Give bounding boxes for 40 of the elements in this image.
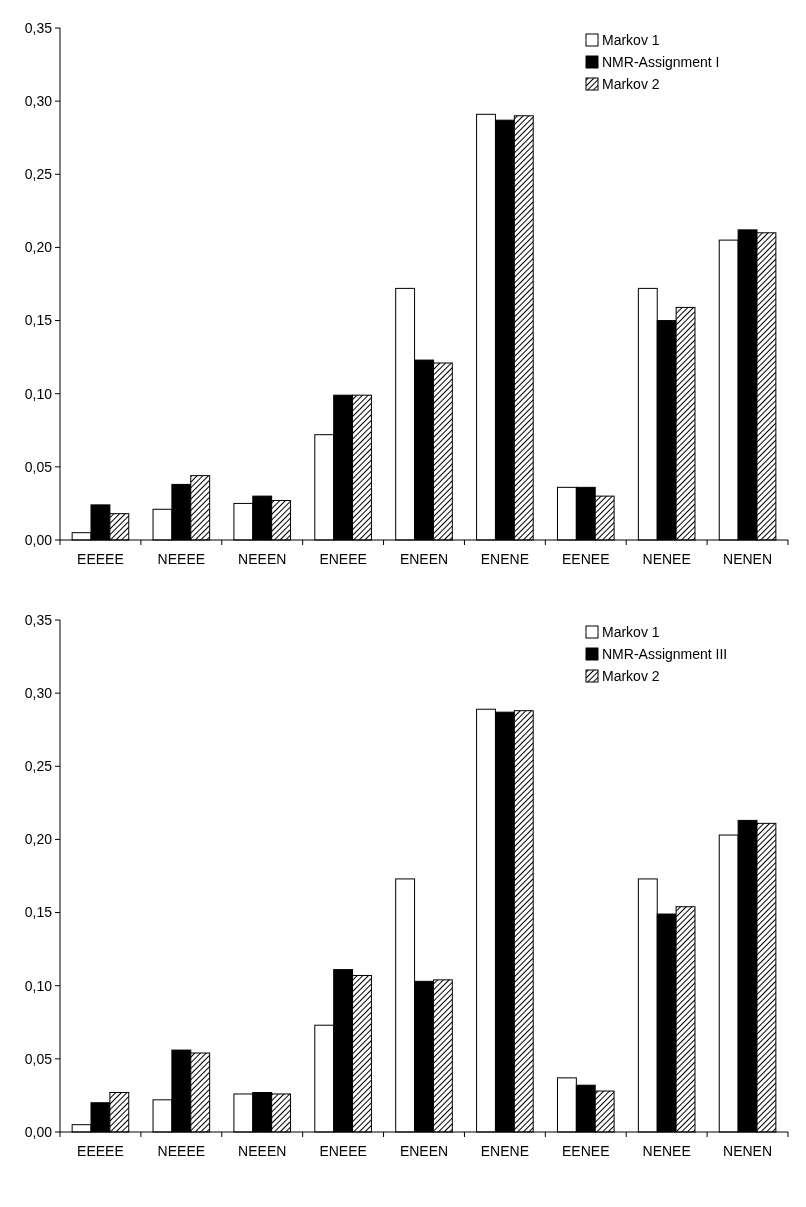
y-tick-label: 0,25	[24, 758, 53, 775]
legend-label: NMR-Assignment I	[602, 53, 720, 70]
y-tick-label: 0,20	[24, 831, 53, 848]
x-tick-label: ENENE	[480, 551, 530, 567]
x-tick-label: NENEN	[723, 1143, 773, 1159]
y-tick-label: 0,35	[24, 611, 53, 628]
y-tick-label: 0,30	[24, 685, 53, 702]
y-tick-label: 0,10	[24, 977, 53, 994]
x-tick-label: ENEEN	[399, 1143, 449, 1159]
y-tick-label: 0,30	[24, 93, 53, 110]
legend-label: NMR-Assignment III	[602, 645, 728, 662]
legend-label: Markov 1	[602, 31, 660, 48]
legend-label: Markov 2	[602, 75, 660, 92]
x-tick-label: NEEEN	[238, 1143, 287, 1159]
y-tick-label: 0,05	[24, 458, 53, 475]
y-tick-label: 0,00	[24, 1123, 53, 1140]
x-tick-label: NENEN	[723, 551, 773, 567]
x-tick-label: NEEEN	[238, 551, 287, 567]
x-tick-label: EENEE	[562, 551, 610, 567]
y-tick-label: 0,25	[24, 166, 53, 183]
y-tick-label: 0,20	[24, 239, 53, 256]
x-tick-label: EENEE	[562, 1143, 610, 1159]
x-tick-label: NENEE	[642, 551, 691, 567]
x-tick-label: NENEE	[642, 1143, 691, 1159]
y-tick-label: 0,35	[24, 19, 53, 36]
x-tick-label: NEEEE	[157, 551, 206, 567]
y-tick-label: 0,05	[24, 1050, 53, 1067]
y-tick-label: 0,15	[24, 312, 53, 329]
y-tick-label: 0,10	[24, 385, 53, 402]
x-tick-label: ENEEE	[319, 1143, 367, 1159]
x-tick-label: EEEEE	[77, 551, 124, 567]
x-tick-label: EEEEE	[77, 1143, 124, 1159]
x-tick-label: ENENE	[480, 1143, 530, 1159]
legend-label: Markov 2	[602, 667, 660, 684]
x-tick-label: ENEEN	[399, 551, 449, 567]
x-tick-label: ENEEE	[319, 551, 367, 567]
legend-label: Markov 1	[602, 623, 660, 640]
x-tick-label: NEEEE	[157, 1143, 206, 1159]
y-tick-label: 0,00	[24, 531, 53, 548]
y-tick-label: 0,15	[24, 904, 53, 921]
